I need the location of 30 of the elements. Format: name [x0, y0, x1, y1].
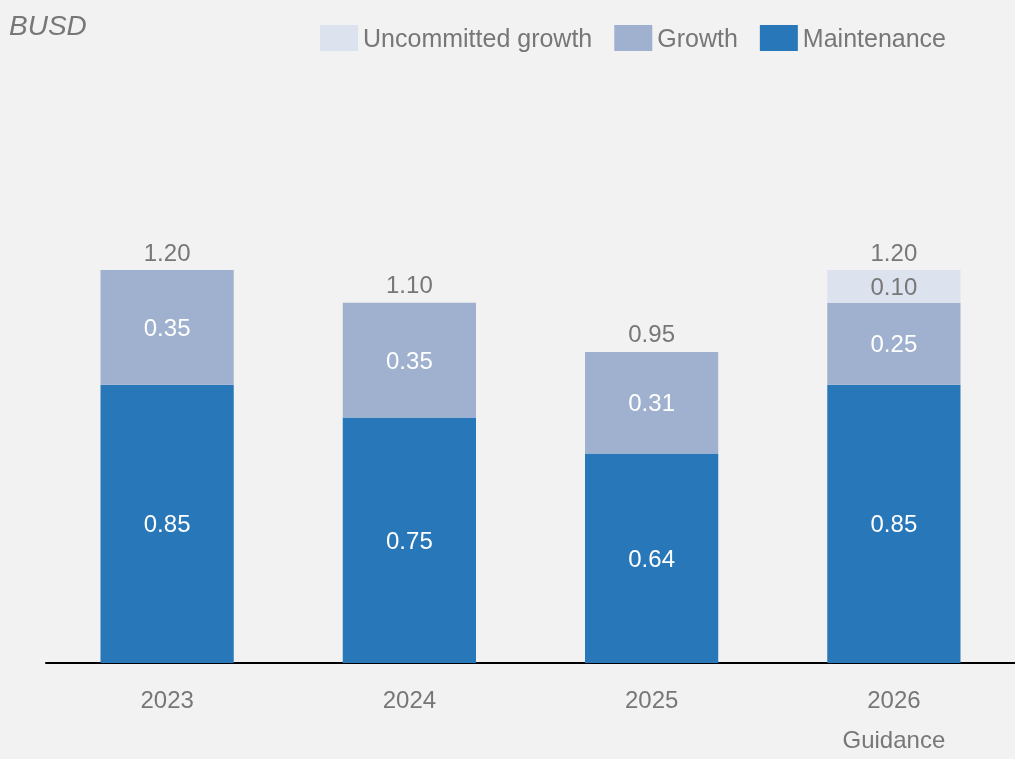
- data-label: 0.31: [628, 389, 675, 417]
- data-label: 0.85: [143, 510, 191, 538]
- legend-label: Maintenance: [802, 24, 946, 52]
- bar: [342, 417, 476, 663]
- bar: [100, 384, 234, 663]
- data-label: 0.75: [386, 526, 433, 554]
- bar: [585, 453, 719, 663]
- bar: [100, 270, 234, 385]
- total-label: 0.95: [628, 320, 675, 348]
- bar: [827, 270, 961, 303]
- x-tick-label: 2023: [140, 685, 194, 713]
- data-label: 0.35: [143, 313, 191, 341]
- bar: [342, 302, 476, 418]
- data-label: 0.64: [628, 544, 675, 572]
- data-label: 0.25: [870, 330, 918, 358]
- data-label: 0.35: [386, 346, 433, 374]
- total-label: 1.20: [870, 238, 918, 266]
- legend-label: Growth: [657, 24, 738, 52]
- data-label: 0.10: [870, 272, 918, 300]
- x-tick-label: 2026 Guidance: [842, 685, 946, 753]
- total-label: 1.20: [143, 238, 191, 266]
- legend-label: Uncommitted growth: [363, 24, 593, 52]
- data-label: 0.85: [870, 510, 918, 538]
- bar: [585, 351, 719, 454]
- total-label: 1.10: [386, 271, 433, 299]
- bar: [827, 302, 961, 385]
- bar: [827, 384, 961, 663]
- chart-title: BUSD: [9, 9, 87, 41]
- x-tick-label: 2024: [382, 685, 437, 713]
- x-tick-label: 2025: [624, 685, 679, 713]
